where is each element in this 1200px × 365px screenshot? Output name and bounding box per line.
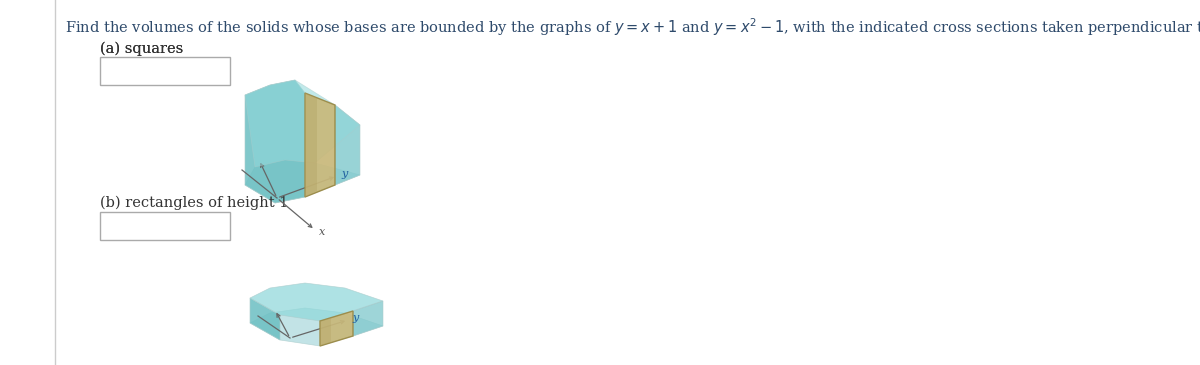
Polygon shape bbox=[245, 80, 360, 167]
Polygon shape bbox=[250, 298, 280, 340]
Polygon shape bbox=[245, 80, 305, 203]
Polygon shape bbox=[335, 105, 360, 185]
Polygon shape bbox=[250, 308, 383, 346]
FancyBboxPatch shape bbox=[100, 212, 230, 240]
Polygon shape bbox=[353, 301, 383, 336]
Text: x: x bbox=[332, 363, 338, 365]
Polygon shape bbox=[245, 160, 360, 203]
Text: (b) rectangles of height 1: (b) rectangles of height 1 bbox=[100, 196, 288, 210]
Text: y: y bbox=[341, 169, 347, 179]
Polygon shape bbox=[250, 283, 383, 321]
Text: (a) squares: (a) squares bbox=[100, 42, 184, 56]
Polygon shape bbox=[320, 318, 331, 346]
Text: (a) squares: (a) squares bbox=[100, 42, 184, 56]
Polygon shape bbox=[305, 93, 317, 197]
FancyBboxPatch shape bbox=[100, 57, 230, 85]
Text: x: x bbox=[319, 227, 325, 237]
Polygon shape bbox=[305, 93, 335, 197]
Text: Find the volumes of the solids whose bases are bounded by the graphs of $y = x +: Find the volumes of the solids whose bas… bbox=[65, 16, 1200, 38]
Text: y: y bbox=[352, 313, 359, 323]
Polygon shape bbox=[320, 311, 353, 346]
